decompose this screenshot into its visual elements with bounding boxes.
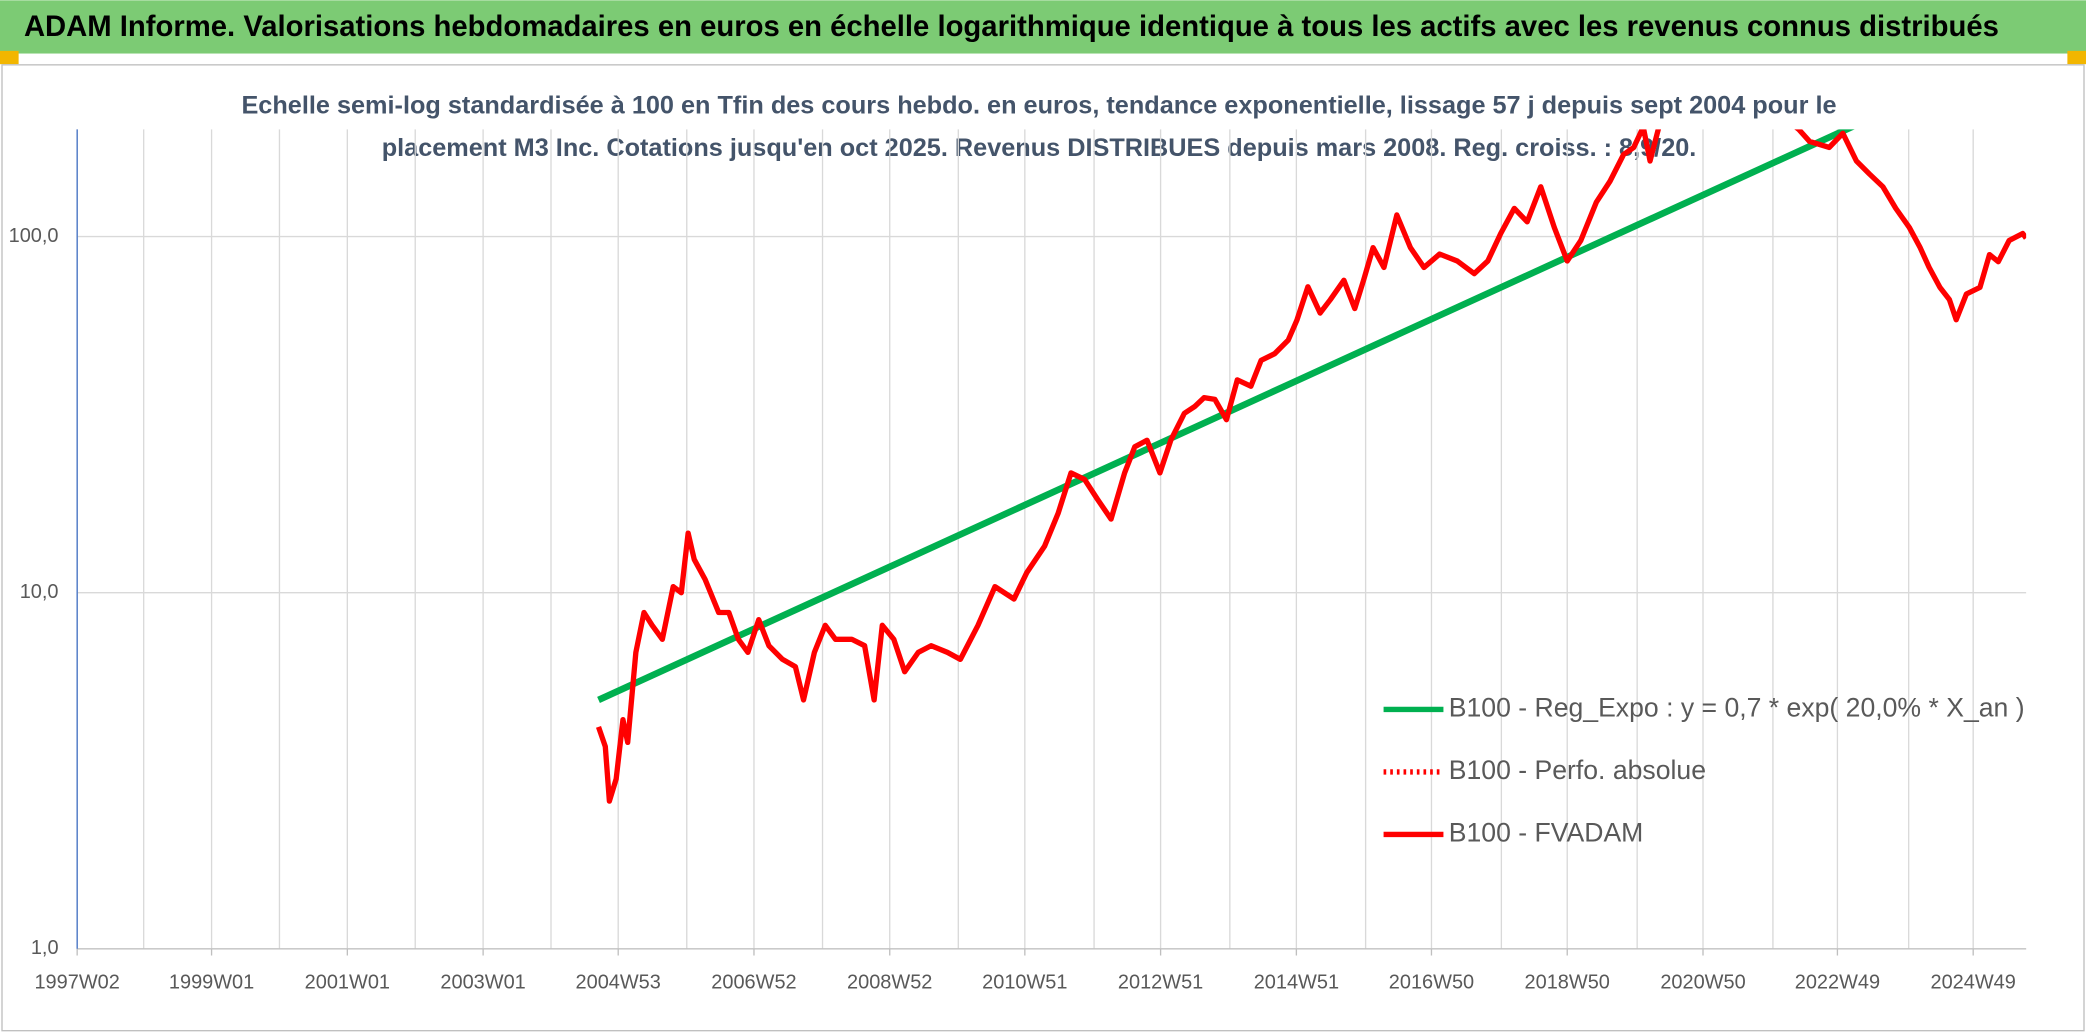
x-tick-label: 2018W50 bbox=[1525, 972, 1610, 994]
chart-title: ADAM Informe. Valorisations hebdomadaire… bbox=[24, 11, 1999, 43]
x-tick-label: 2001W01 bbox=[305, 972, 390, 994]
title-bar bbox=[0, 0, 2086, 54]
x-tick-label: 2006W52 bbox=[711, 972, 796, 994]
chart-subtitle: placement M3 Inc. Cotations jusqu'en oct… bbox=[382, 134, 1697, 162]
y-tick-label: 1,0 bbox=[31, 937, 59, 959]
legend-label: B100 - FVADAM bbox=[1449, 817, 1644, 847]
x-tick-label: 2016W50 bbox=[1389, 972, 1474, 994]
x-tick-label: 2024W49 bbox=[1931, 972, 2016, 994]
chart-frame bbox=[1, 64, 2085, 1032]
x-tick-label: 2014W51 bbox=[1254, 972, 1339, 994]
x-tick-label: 2010W51 bbox=[982, 972, 1067, 994]
x-tick-label: 1997W02 bbox=[34, 972, 119, 994]
corner-mark bbox=[2067, 50, 2086, 65]
x-tick-label: 2008W52 bbox=[847, 972, 932, 994]
x-tick-label: 2003W01 bbox=[440, 972, 525, 994]
plot-area bbox=[595, 129, 2027, 804]
legend-label: B100 - Perfo. absolue bbox=[1449, 755, 1706, 785]
x-tick-label: 2020W50 bbox=[1660, 972, 1745, 994]
corner-mark bbox=[0, 50, 19, 65]
x-tick-label: 1999W01 bbox=[169, 972, 254, 994]
x-tick-label: 2012W51 bbox=[1118, 972, 1203, 994]
y-tick-label: 10,0 bbox=[20, 581, 59, 603]
x-tick-label: 2004W53 bbox=[576, 972, 661, 994]
y-tick-label: 100,0 bbox=[9, 225, 59, 247]
data-line bbox=[595, 129, 2027, 804]
x-tick-label: 2022W49 bbox=[1795, 972, 1880, 994]
chart-subtitle: Echelle semi-log standardisée à 100 en T… bbox=[241, 91, 1836, 119]
data-line bbox=[597, 129, 1855, 703]
legend-label: B100 - Reg_Expo : y = 0,7 * exp( 20,0% *… bbox=[1449, 692, 2025, 722]
